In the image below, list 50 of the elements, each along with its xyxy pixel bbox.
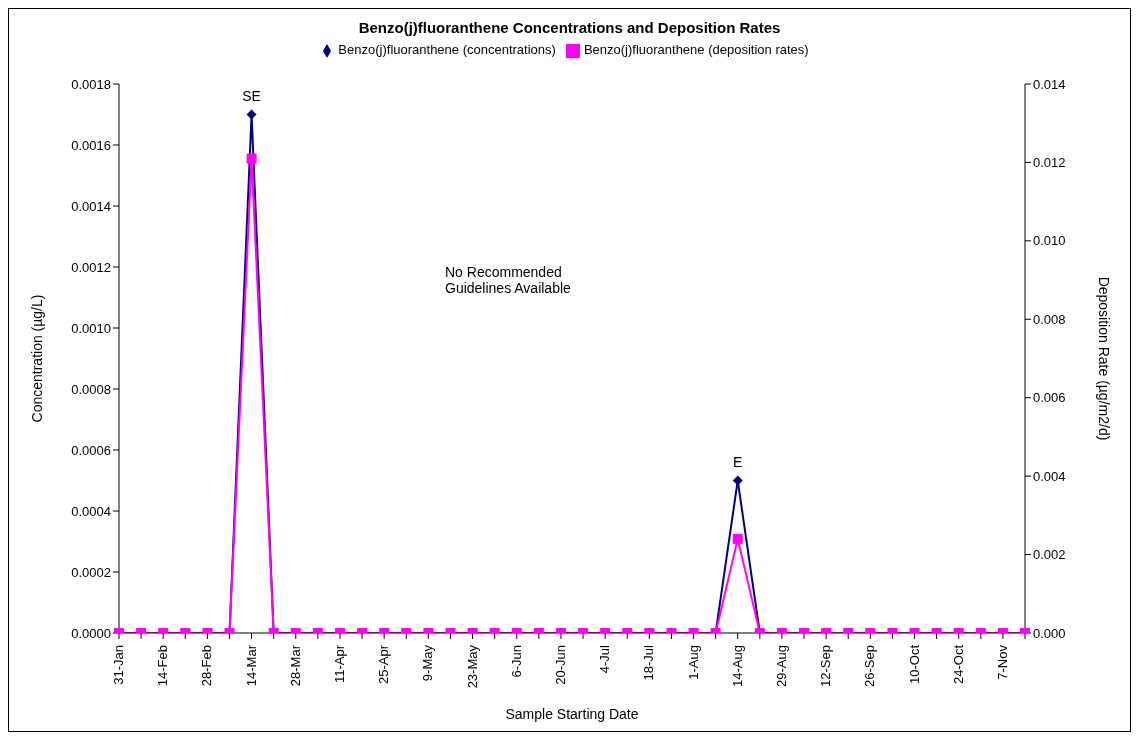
y-tick-label: 0.0016 — [71, 137, 111, 153]
x-tick-label: 11-Apr — [331, 644, 347, 684]
annotation: E — [733, 453, 743, 470]
y2-axis-title: Deposition Rate (µg/m2/d) — [1096, 276, 1113, 441]
y-tick-label: 0.0012 — [71, 259, 111, 275]
y-tick-label: 0.0014 — [71, 198, 111, 214]
x-tick-label: 10-Oct — [906, 644, 922, 685]
x-tick-label: 20-Jun — [552, 645, 568, 685]
legend-label: Benzo(j)fluoranthene (deposition rates) — [583, 42, 809, 57]
annotation: No Recommended Guidelines Available — [445, 264, 572, 296]
x-tick-label: 28-Feb — [199, 645, 215, 687]
x-tick-label: 12-Sep — [818, 645, 834, 687]
x-tick-label: 29-Aug — [773, 645, 789, 687]
x-tick-label: 9-May — [420, 644, 436, 682]
y-tick-label: 0.0018 — [71, 76, 111, 92]
x-tick-label: 26-Sep — [862, 645, 878, 687]
point — [246, 153, 257, 164]
y-tick-label: 0.0008 — [71, 381, 111, 397]
x-axis-title: Sample Starting Date — [505, 706, 639, 722]
legend-label: Benzo(j)fluoranthene (concentrations) — [338, 42, 556, 57]
y2-tick-label: 0.000 — [1033, 625, 1066, 641]
y2-tick-label: 0.014 — [1033, 76, 1066, 92]
x-tick-label: 4-Jul — [597, 644, 613, 674]
y-tick-label: 0.0002 — [71, 564, 111, 580]
x-tick-label: 1-Aug — [685, 645, 701, 680]
y2-tick-label: 0.010 — [1033, 233, 1066, 249]
x-tick-label: 24-Oct — [950, 644, 966, 685]
x-tick-label: 18-Jul — [641, 644, 657, 681]
x-tick-label: 31-Jan — [111, 645, 126, 685]
x-tick-label: 14-Aug — [729, 645, 745, 687]
x-tick-label: 23-May — [464, 644, 480, 689]
y2-tick-label: 0.012 — [1033, 155, 1066, 171]
x-tick-label: 14-Feb — [155, 645, 171, 687]
annotation: SE — [242, 87, 261, 104]
y-tick-label: 0.0010 — [71, 320, 111, 336]
y2-tick-label: 0.006 — [1033, 390, 1066, 406]
y-tick-label: 0.0000 — [71, 625, 111, 641]
point — [732, 533, 743, 544]
y-tick-label: 0.0006 — [71, 442, 111, 458]
y2-tick-label: 0.002 — [1033, 547, 1066, 563]
x-tick-label: 6-Jun — [508, 645, 524, 678]
y2-tick-label: 0.008 — [1033, 311, 1066, 327]
x-tick-label: 25-Apr — [376, 644, 392, 685]
x-tick-label: 14-Mar — [243, 644, 259, 687]
chart-title: Benzo(j)fluoranthene Concentrations and Deposition Rates — [357, 19, 782, 36]
y-tick-label: 0.0004 — [71, 503, 111, 519]
x-tick-label: 7-Nov — [994, 644, 1010, 680]
y2-tick-label: 0.004 — [1033, 468, 1066, 484]
x-tick-label: 28-Mar — [287, 644, 303, 687]
y-axis-title: Concentration (µg/L) — [28, 294, 45, 423]
